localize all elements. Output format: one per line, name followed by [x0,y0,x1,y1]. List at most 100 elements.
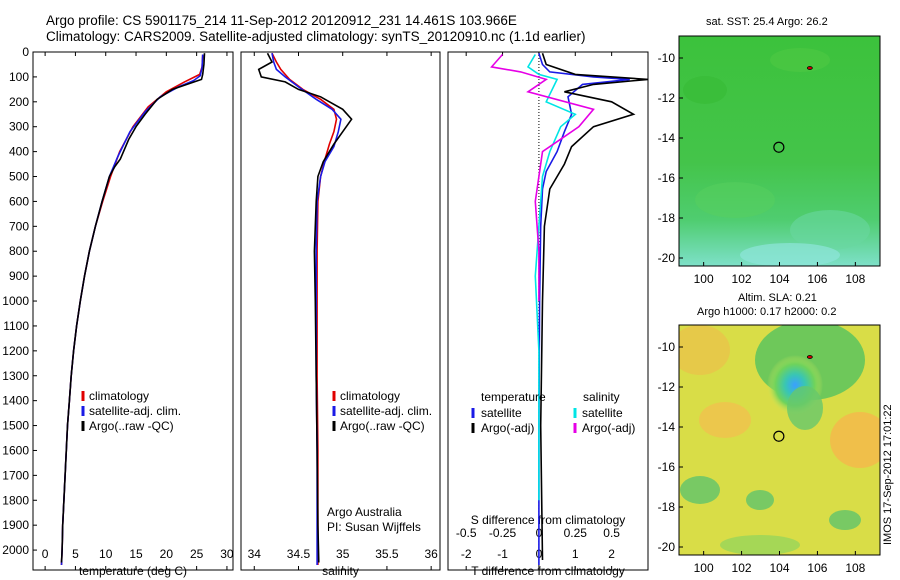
temperature-panel: 0 5 10 15 20 25 30 temperature (deg C) 0 100 200 30… [2,45,234,578]
argo-position-marker [773,430,785,442]
temperature-ytick-label: 1700 [2,468,29,482]
temperature-ytick-label: 400 [9,145,29,159]
map-xtick-label: 102 [732,272,752,286]
temperature-ytick-label: 1300 [2,369,29,383]
temperature-series-2 [60,53,206,563]
temperature-ytick-label: 500 [9,170,29,184]
sla-map-title-line-1: Altim. SLA: 0.21 [738,292,817,304]
difference-series-2 [526,54,577,501]
temperature-legend-label: climatology [89,389,149,403]
difference-top-tick-label: 0.5 [603,526,620,540]
temperature-xtick-label: 25 [190,547,204,561]
difference-legend-label: satellite [481,406,522,420]
map-xtick-label: 104 [769,272,789,286]
salinity-xtick-label: 35.5 [375,547,399,561]
temperature-xlabel: temperature (deg C) [79,564,187,578]
salinity-annotation-line: Argo Australia [327,505,402,519]
temperature-ytick-label: 1100 [3,319,29,333]
temperature-axes-box [32,51,234,571]
sst-map: 100 102 104 106 108 -10 -12 -14 -16 -18 -20 [658,35,881,286]
difference-top-tick-label: -0.25 [489,526,517,540]
difference-xtick-label: -2 [461,547,472,561]
temperature-xtick-label: 15 [129,547,143,561]
salinity-series-2 [257,52,353,563]
salinity-xlabel: salinity [322,564,359,578]
difference-legend-right-title: salinity [583,390,620,404]
difference-series-1 [539,52,649,561]
figure-title-line-2: Climatology: CARS2009. Satellite-adjuste… [46,29,586,44]
map-ytick-label: -18 [658,500,676,514]
salinity-xtick-label: 36 [424,547,438,561]
salinity-xtick-label: 34 [248,547,262,561]
secondary-position-marker [806,66,813,70]
map-ytick-label: -12 [658,91,676,105]
sla-map-title-line-2: Argo h1000: 0.17 h2000: 0.2 [697,306,837,318]
map-xtick-label: 100 [694,561,714,575]
salinity-legend-label: climatology [340,389,400,403]
difference-legend-label: Argo(-adj) [582,421,635,435]
temperature-ytick-label: 0 [22,45,29,59]
sst-texture [683,48,870,266]
salinity-series-1 [271,53,342,565]
figure-title-line-1: Argo profile: CS 5901175_214 11-Sep-2012… [46,13,517,28]
map-ytick-label: -10 [658,340,676,354]
sla-map: 100 102 104 106 108 -10 -12 -14 -16 -18 -20 [658,324,881,575]
temperature-ytick-label: 1200 [2,344,29,358]
map-xtick-label: 106 [807,272,827,286]
difference-legend-left-title: temperature [481,390,546,404]
difference-legend-label: satellite [582,406,623,420]
temperature-ytick-label: 300 [9,120,29,134]
temperature-xtick-label: 10 [99,547,113,561]
temperature-xtick-label: 20 [160,547,174,561]
temperature-ytick-label: 700 [9,219,29,233]
salinity-annotation-line: PI: Susan Wijffels [327,520,421,534]
temperature-ytick-label: 1600 [2,443,29,457]
map-ytick-label: -18 [658,211,676,225]
temperature-series-0 [60,54,204,566]
difference-top-tick-label: -0.5 [456,526,477,540]
salinity-xtick-label: 34.5 [287,547,311,561]
map-ytick-label: -14 [658,420,676,434]
salinity-xtick-label: 35 [336,547,350,561]
map-ytick-label: -10 [658,51,676,65]
difference-top-tick-label: 0.25 [564,526,588,540]
temperature-ytick-label: 1500 [2,419,29,433]
temperature-ytick-label: 600 [9,194,29,208]
difference-series-0 [538,52,630,565]
salinity-panel: 34 34.5 35 35.5 36 salinity climatologysatelli… [240,51,441,578]
difference-xtick-label: 1 [572,547,579,561]
salinity-legend-label: Argo(..raw -QC) [340,419,425,433]
secondary-position-marker [806,355,813,359]
difference-axes-box [447,51,649,571]
map-ytick-label: -12 [658,380,676,394]
map-ytick-label: -16 [658,460,676,474]
salinity-series-0 [271,52,338,565]
map-xtick-label: 106 [807,561,827,575]
map-xtick-label: 100 [694,272,714,286]
map-xtick-label: 108 [845,272,865,286]
temperature-ytick-label: 1900 [2,518,29,532]
temperature-legend-label: Argo(..raw -QC) [89,419,174,433]
salinity-legend-label: satellite-adj. clim. [340,404,432,418]
map-ytick-label: -20 [658,540,676,554]
difference-legend-label: Argo(-adj) [481,421,534,435]
map-ytick-label: -14 [658,131,676,145]
temperature-ytick-label: 1400 [2,394,29,408]
difference-top-xlabel: S difference from climatology [471,513,626,527]
temperature-ytick-label: 100 [9,70,29,84]
map-ytick-label: -16 [658,171,676,185]
temperature-ytick-label: 1000 [2,294,29,308]
temperature-legend-label: satellite-adj. clim. [89,404,181,418]
difference-xtick-label: -1 [497,547,508,561]
argo-position-marker [773,141,785,153]
temperature-series-1 [60,54,204,566]
temperature-ytick-label: 900 [9,269,29,283]
map-ytick-label: -20 [658,251,676,265]
sst-map-title: sat. SST: 25.4 Argo: 26.2 [706,16,828,28]
imos-timestamp: IMOS 17-Sep-2012 17:01:22 [882,404,894,545]
temperature-ytick-label: 1800 [2,493,29,507]
difference-xtick-label: 2 [608,547,615,561]
difference-panel: -2-1012T difference from climatology-0.5… [447,51,649,578]
temperature-ytick-label: 800 [9,244,29,258]
